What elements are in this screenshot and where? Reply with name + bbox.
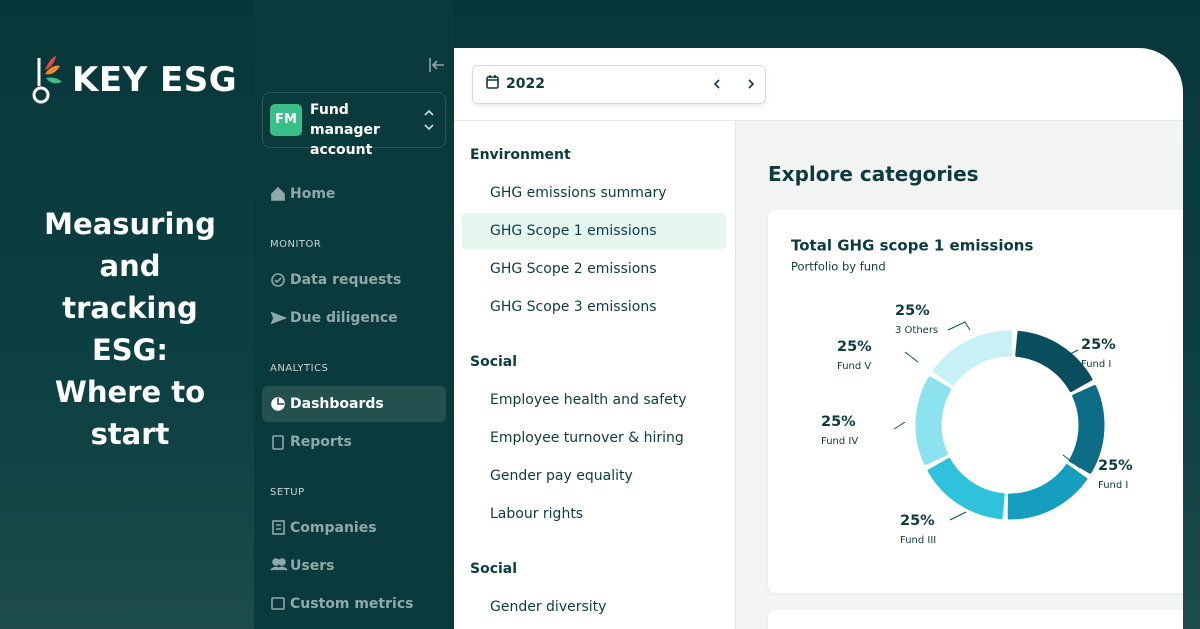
headline-line: and xyxy=(99,249,161,283)
menu-item[interactable]: Employee health and safety xyxy=(462,382,726,418)
headline-line: ESG: xyxy=(91,333,169,367)
nav-label: Reports xyxy=(290,434,352,450)
menu-title: Environment xyxy=(470,147,571,163)
nav-label: Due diligence xyxy=(290,310,398,326)
nav-item[interactable]: Custom metrics xyxy=(262,586,446,622)
menu-item[interactable]: Labour rights xyxy=(462,496,726,532)
menu-item[interactable]: GHG Scope 2 emissions xyxy=(462,251,726,287)
menu-item[interactable]: GHG Scope 1 emissions xyxy=(462,213,726,249)
menu-label: Employee turnover & hiring xyxy=(490,430,684,446)
nav-label: Users xyxy=(290,558,335,574)
menu-label: Labour rights xyxy=(490,506,584,522)
content-area: Explore categories xyxy=(735,121,1183,629)
nav-label: Home xyxy=(290,186,336,202)
menu-title: Social xyxy=(470,354,518,370)
headline-line: tracking xyxy=(62,291,198,325)
menu-item[interactable]: Gender pay equality xyxy=(462,458,726,494)
menu-item[interactable]: GHG emissions summary xyxy=(462,175,726,211)
nav-section: SETUP xyxy=(270,487,305,498)
logo-mark xyxy=(32,56,62,104)
menu-label: GHG Scope 2 emissions xyxy=(490,261,657,277)
menu-item[interactable]: Employee turnover & hiring xyxy=(462,420,726,456)
menu-label: Employee health and safety xyxy=(490,392,687,408)
main-panel: 2022 Environment GHG emissions summary G… xyxy=(454,48,1183,629)
nav-label: Custom metrics xyxy=(290,596,414,612)
section-heading: Explore categories xyxy=(768,162,979,186)
nav-label: Dashboards xyxy=(290,396,384,412)
nav-item[interactable]: Companies xyxy=(262,510,446,546)
brand: KEY ESG xyxy=(72,60,238,100)
chart-card xyxy=(768,610,1183,629)
nav-item[interactable]: Users xyxy=(262,548,446,584)
menu-label: GHG Scope 3 emissions xyxy=(490,299,657,315)
menu-item[interactable]: GHG Scope 3 emissions xyxy=(462,289,726,325)
nav-section: MONITOR xyxy=(270,239,322,250)
headline-line: Measuring xyxy=(44,207,216,241)
year-picker[interactable]: 2022 xyxy=(472,65,766,104)
menu-label: GHG Scope 1 emissions xyxy=(490,223,657,239)
headline: Measuring and tracking ESG: Where to sta… xyxy=(20,203,240,455)
category-menu: Environment GHG emissions summary GHG Sc… xyxy=(454,121,734,629)
nav-label: Companies xyxy=(290,520,377,536)
header: 2022 xyxy=(454,48,1183,121)
account-initials: FM xyxy=(270,104,302,136)
nav-item[interactable]: Dashboards xyxy=(262,386,446,422)
year: 2022 xyxy=(506,76,545,92)
menu-label: GHG emissions summary xyxy=(490,185,667,201)
menu-title: Social xyxy=(470,561,518,577)
nav-item[interactable]: Home xyxy=(262,176,446,212)
headline-line: start xyxy=(90,417,170,451)
nav-item[interactable]: Data requests xyxy=(262,262,446,298)
headline-line: Where to xyxy=(54,375,206,409)
nav-label: Data requests xyxy=(290,272,402,288)
account-name: Fund manager account xyxy=(310,102,380,158)
menu-label: Gender diversity xyxy=(490,599,607,615)
account-switcher[interactable]: FM Fund manager account xyxy=(262,92,446,158)
menu-item[interactable]: Gender diversity xyxy=(462,589,726,625)
nav-item[interactable]: Due diligence xyxy=(262,300,446,336)
nav-section: ANALYTICS xyxy=(270,363,329,374)
nav-item[interactable]: Reports xyxy=(262,424,446,460)
menu-label: Gender pay equality xyxy=(490,468,633,484)
chart-card xyxy=(768,210,1183,593)
